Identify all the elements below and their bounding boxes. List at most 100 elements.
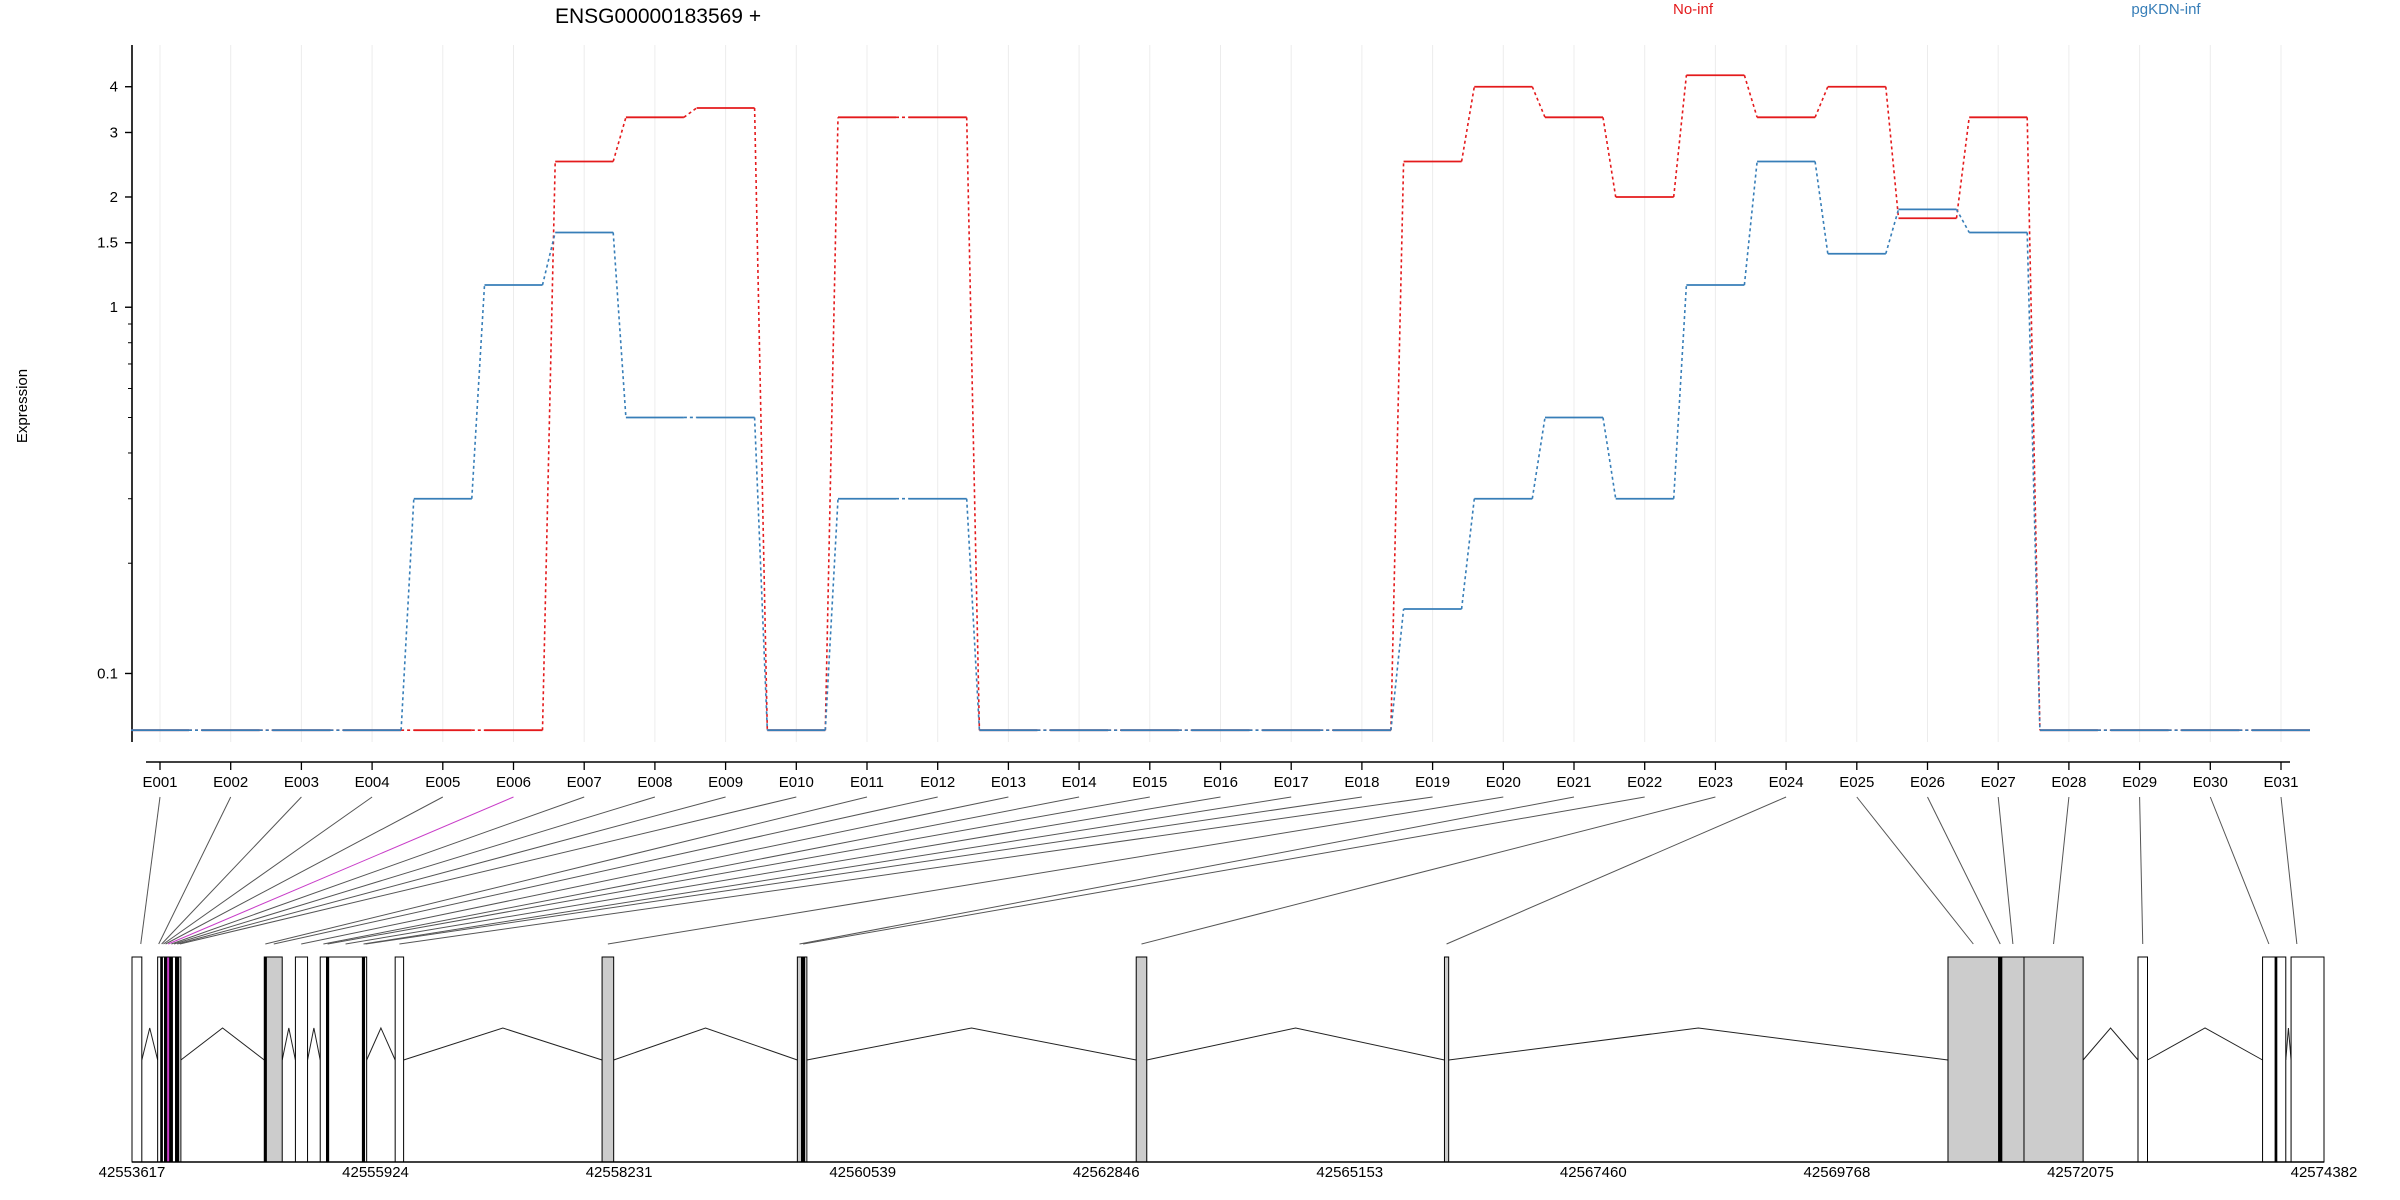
intron-line [366, 1026, 396, 1061]
intron-line [1146, 1027, 1445, 1061]
series-pgkdn-inf-connector [1390, 608, 1405, 731]
connector-e014 [323, 796, 1080, 945]
intron-line [2082, 1027, 2139, 1061]
connector-e026 [1927, 796, 2001, 945]
x-tick-label-e014: E014 [1062, 774, 1097, 791]
coordinate-label: 42558231 [586, 1164, 653, 1181]
connector-e009 [177, 796, 726, 945]
chart-title: ENSG00000183569 + [555, 5, 761, 28]
y-tick-label: 1 [110, 299, 118, 316]
exon-e034 [2290, 956, 2325, 1163]
connector-e005 [165, 796, 444, 945]
exon-e025 [1443, 956, 1450, 1163]
series-pgkdn-inf-connector [1602, 417, 1617, 499]
series-pgkdn-inf-connector [612, 232, 627, 418]
connector-e013 [301, 796, 1009, 945]
intron-line [613, 1027, 798, 1061]
exon-e010 [178, 956, 182, 1163]
series-pgkdn-inf-connector [1672, 284, 1688, 499]
connector-e023 [1141, 796, 1716, 945]
exon-e028 [2001, 956, 2025, 1163]
x-tick-label-e026: E026 [1910, 774, 1945, 791]
y-tick-label: 2 [110, 189, 118, 206]
series-no-inf-connector [753, 107, 769, 731]
intron-line [2147, 1027, 2263, 1061]
coordinate-label: 42562846 [1073, 1164, 1140, 1181]
genomic-coordinate-labels: 42553617 42555924 42558231 42560539 42562846… [99, 1161, 2358, 1181]
x-tick-label-e009: E009 [708, 774, 743, 791]
series-pgkdn-inf-connector [753, 417, 769, 731]
series-pgkdn-inf-connector [400, 498, 415, 731]
series-pgkdn-inf-connector [1460, 498, 1476, 610]
series-pgkdn-inf-connector [965, 498, 981, 731]
series-pgkdn-inf-connector [1743, 161, 1758, 286]
connector-e016 [345, 796, 1221, 945]
gene-model [131, 956, 2325, 1163]
series-pgkdn-inf [131, 160, 2310, 732]
grid-lines [159, 45, 2282, 742]
coordinate-label: 42569768 [1804, 1164, 1871, 1181]
series-no-inf-connector [1743, 74, 1758, 118]
exon-e033 [2276, 956, 2287, 1163]
connector-e027 [1997, 796, 2014, 945]
x-tick-label-e003: E003 [284, 774, 319, 791]
exon-e026 [1947, 956, 2000, 1163]
coordinate-label: 42560539 [829, 1164, 896, 1181]
series-pgkdn-inf-connector [541, 232, 556, 286]
connector-e029 [2139, 796, 2144, 945]
series-pgkdn-inf-connector [1955, 208, 1970, 233]
y-axis-label: Expression [14, 369, 31, 443]
y-tick-label: 0.1 [97, 665, 118, 682]
connector-e030 [2209, 796, 2270, 945]
x-tick-label-e007: E007 [567, 774, 602, 791]
connector-e022 [803, 796, 1645, 945]
series-no-inf-connector [965, 117, 981, 731]
series-lines [131, 74, 2310, 732]
intron-line [1448, 1027, 1949, 1061]
intron-line [307, 1027, 321, 1061]
connector-e011 [265, 796, 868, 945]
connector-e017 [363, 796, 1292, 945]
series-no-inf-connector [824, 117, 839, 731]
series-no-inf-connector [1602, 117, 1617, 198]
x-tick-label-e020: E020 [1486, 774, 1521, 791]
series-no-inf-connector [2026, 117, 2041, 731]
series-no-inf-connector [541, 161, 556, 731]
connector-e024 [1446, 796, 1787, 945]
series-no-inf-connector [1885, 86, 1900, 219]
x-tick-labels: E001 E002 E003 E004 E005 E006 E007 E008 E009 E010… [142, 762, 2299, 791]
intron-line [403, 1027, 603, 1061]
exon-connector-lines [140, 796, 2298, 945]
exon-e013 [294, 956, 309, 1163]
x-tick-label-e023: E023 [1698, 774, 1733, 791]
connector-e031 [2280, 796, 2298, 945]
x-tick-label-e002: E002 [213, 774, 248, 791]
legend-pgkdn-inf: pgKDN-inf [2131, 1, 2201, 18]
connector-e003 [161, 796, 302, 945]
exon-e018 [364, 956, 368, 1163]
x-tick-label-e024: E024 [1769, 774, 1804, 791]
connector-e007 [171, 796, 585, 945]
series-pgkdn-inf-connector [1885, 209, 1900, 254]
exon-e001 [131, 956, 143, 1163]
series-no-inf-connector [1814, 86, 1829, 118]
exon-e030 [2137, 956, 2148, 1163]
x-tick-label-e012: E012 [920, 774, 955, 791]
connector-e001 [140, 796, 161, 945]
x-tick-label-e015: E015 [1132, 774, 1167, 791]
x-tick-label-e022: E022 [1627, 774, 1662, 791]
exon-e020 [601, 956, 615, 1163]
connector-e012 [273, 796, 938, 945]
series-no-inf-connector [1531, 86, 1546, 118]
connector-e002 [158, 796, 232, 945]
coordinate-label: 42574382 [2291, 1164, 2358, 1181]
series-no-inf-connector [1672, 75, 1688, 198]
intron-line [2285, 1027, 2292, 1061]
series-no-inf-connector [1460, 86, 1476, 162]
exon-e029 [2023, 956, 2084, 1163]
exon-e016 [328, 956, 363, 1163]
series-pgkdn-inf-connector [2026, 232, 2041, 731]
legend-no-inf: No-inf [1673, 1, 1714, 18]
x-tick-label-e025: E025 [1839, 774, 1874, 791]
